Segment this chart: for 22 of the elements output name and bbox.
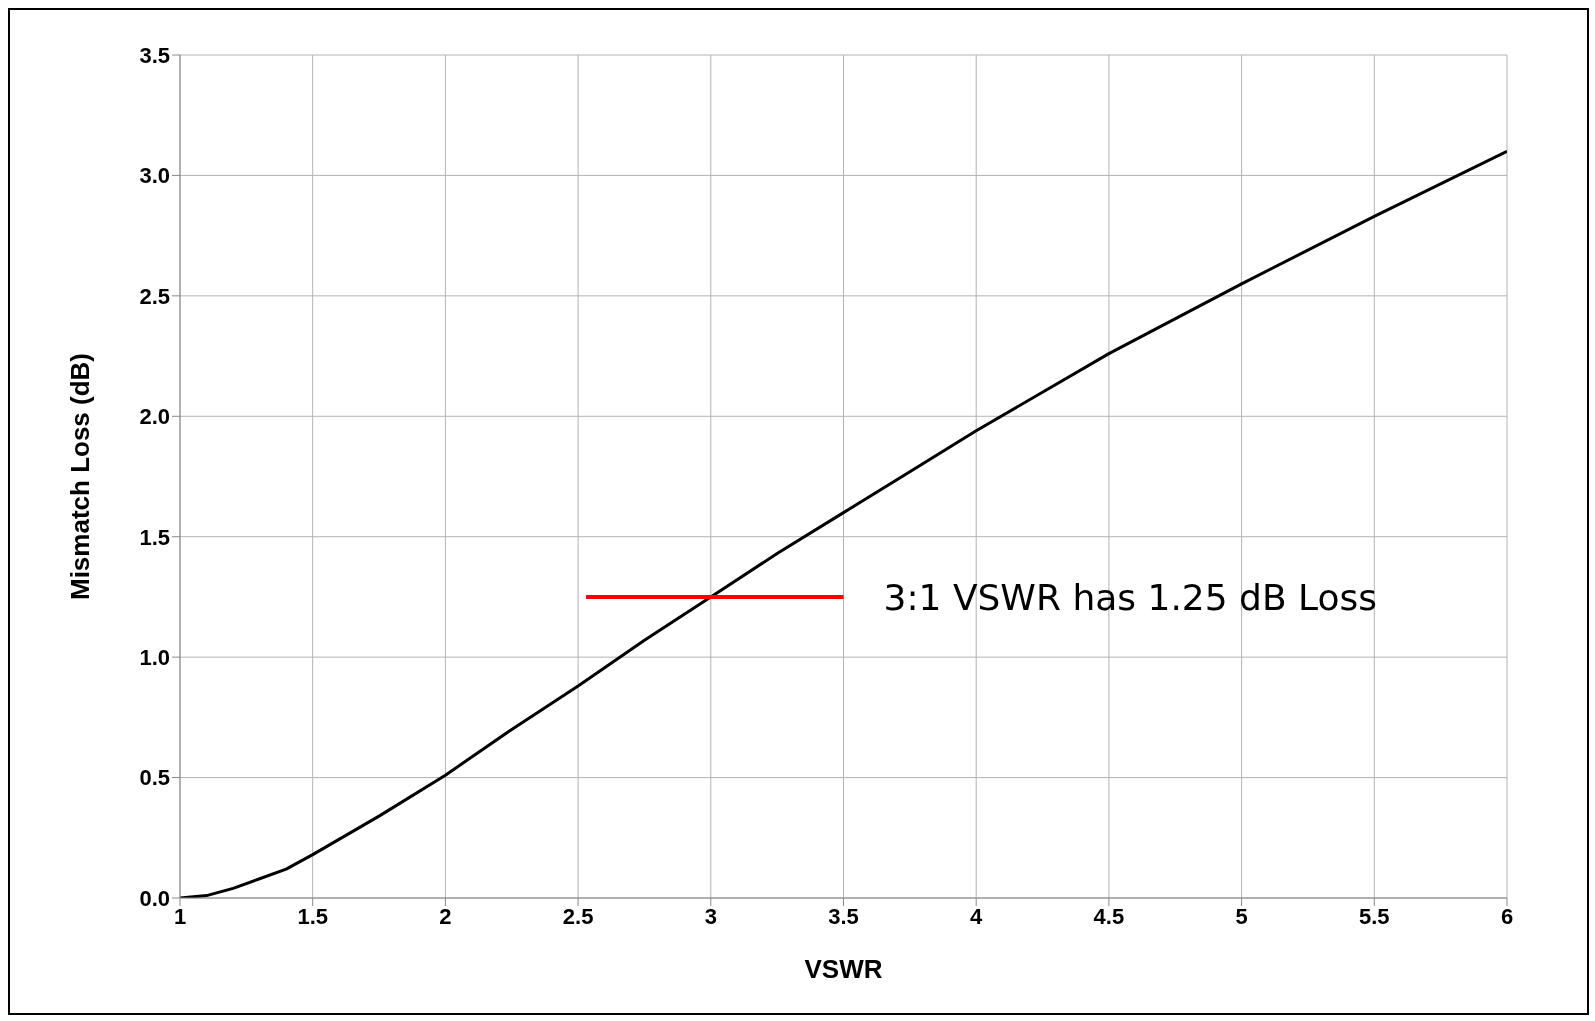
y-tick-label: 0.5 <box>139 765 170 791</box>
y-tick-label: 3.5 <box>139 42 170 68</box>
x-tick-label: 1 <box>173 903 187 929</box>
x-tick-label: 3 <box>704 903 717 929</box>
y-tick-label: 3.0 <box>139 163 170 189</box>
x-tick-label: 5.5 <box>1359 903 1390 929</box>
x-axis-title: VSWR <box>804 954 883 984</box>
y-tick-label: 2.5 <box>139 283 170 309</box>
x-tick-label: 6 <box>1500 903 1514 929</box>
y-axis-title: Mismatch Loss (dB) <box>65 352 96 601</box>
y-tick-label: 1.0 <box>139 644 170 670</box>
annotation: 3:1 VSWR has 1.25 dB Loss <box>883 576 1378 618</box>
y-tick-label: 2.0 <box>139 404 170 430</box>
x-tick-label: 3.5 <box>828 903 859 929</box>
x-tick-label: 4 <box>970 903 984 929</box>
x-tick-label: 5 <box>1235 903 1248 929</box>
y-tick-label: 0.0 <box>139 885 170 911</box>
x-tick-label: 2 <box>439 903 452 929</box>
x-tick-label: 2.5 <box>562 903 594 929</box>
y-tick-label: 1.5 <box>139 524 170 550</box>
x-tick-label: 4.5 <box>1093 903 1125 929</box>
x-tick-label: 1.5 <box>297 903 328 929</box>
